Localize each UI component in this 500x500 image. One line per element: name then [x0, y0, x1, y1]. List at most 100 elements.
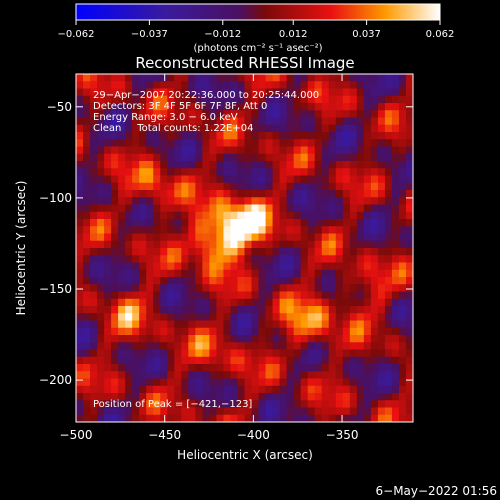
heatmap-cell [139, 385, 147, 394]
heatmap-cell [209, 161, 218, 169]
heatmap-cell [356, 124, 365, 133]
heatmap-cell [328, 168, 337, 177]
heatmap-cell [97, 211, 105, 220]
heatmap-cell [125, 306, 133, 314]
heatmap-cell [314, 327, 323, 336]
heatmap-cell [293, 385, 302, 394]
heatmap-cell [384, 204, 393, 213]
heatmap-cell [272, 327, 281, 336]
heatmap-cell [384, 313, 393, 322]
heatmap-cell [342, 190, 351, 198]
heatmap-cell [314, 197, 323, 206]
heatmap-cell [251, 385, 260, 394]
heatmap-cell [321, 233, 330, 242]
heatmap-cell [335, 327, 344, 336]
heatmap-cell [356, 110, 365, 119]
heatmap-cell [125, 190, 133, 198]
heatmap-cell [223, 255, 232, 264]
heatmap-cell [202, 262, 210, 271]
heatmap-cell [258, 190, 267, 198]
heatmap-cell [363, 385, 372, 394]
heatmap-cell [139, 197, 147, 206]
heatmap-cell [146, 132, 154, 140]
heatmap-cell [223, 103, 232, 111]
heatmap-cell [265, 233, 274, 242]
heatmap-cell [251, 175, 260, 184]
heatmap-cell [314, 349, 323, 358]
heatmap-cell [167, 327, 175, 336]
heatmap-cell [377, 219, 386, 227]
x-tick-label: −400 [237, 428, 270, 442]
heatmap-cell [279, 364, 288, 372]
heatmap-cell [83, 74, 91, 82]
heatmap-cell [349, 298, 358, 307]
heatmap-cell [160, 95, 168, 104]
heatmap-cell [237, 74, 246, 82]
heatmap-cell [230, 139, 239, 148]
heatmap-cell [307, 291, 316, 300]
heatmap-cell [230, 262, 239, 271]
heatmap-cell [139, 132, 147, 140]
heatmap-cell [342, 168, 351, 177]
heatmap-cell [356, 95, 365, 104]
heatmap-cell [202, 269, 210, 278]
heatmap-cell [356, 400, 365, 409]
heatmap-cell [258, 161, 267, 169]
heatmap-cell [265, 88, 274, 97]
heatmap-cell [111, 269, 119, 278]
heatmap-cell [230, 240, 239, 249]
heatmap-cell [349, 407, 358, 416]
heatmap-cell [391, 364, 400, 372]
heatmap-cell [293, 211, 302, 220]
heatmap-cell [195, 291, 203, 300]
heatmap-cell [314, 95, 323, 104]
heatmap-cell [195, 74, 203, 82]
heatmap-cell [272, 204, 281, 213]
heatmap-cell [146, 168, 154, 177]
heatmap-cell [216, 349, 225, 358]
heatmap-cell [251, 378, 260, 387]
heatmap-cell [195, 255, 203, 264]
heatmap-cell [181, 306, 189, 314]
heatmap-cell [377, 277, 386, 285]
heatmap-cell [307, 219, 316, 227]
heatmap-cell [139, 204, 147, 213]
heatmap-cell [314, 255, 323, 264]
heatmap-cell [76, 146, 84, 155]
heatmap-cell [293, 110, 302, 119]
heatmap-cell [265, 168, 274, 177]
heatmap-cell [272, 400, 281, 409]
heatmap-cell [363, 364, 372, 372]
heatmap-cell [202, 153, 210, 162]
heatmap-cell [125, 88, 133, 97]
heatmap-cell [230, 233, 239, 242]
heatmap-cell [286, 132, 295, 140]
heatmap-cell [153, 248, 161, 256]
heatmap-cell [307, 211, 316, 220]
heatmap-cell [195, 153, 203, 162]
heatmap-cell [307, 342, 316, 351]
heatmap-cell [118, 298, 126, 307]
heatmap-cell [370, 284, 379, 293]
heatmap-cell [405, 248, 413, 256]
heatmap-cell [188, 364, 196, 372]
heatmap-cell [188, 161, 196, 169]
heatmap-cell [321, 313, 330, 322]
heatmap-cell [370, 364, 379, 372]
heatmap-cell [104, 298, 112, 307]
heatmap-cell [356, 349, 365, 358]
heatmap-cell [342, 219, 351, 227]
heatmap-cell [146, 240, 154, 249]
heatmap-cell [370, 320, 379, 329]
heatmap-cell [251, 168, 260, 177]
heatmap-cell [342, 233, 351, 242]
heatmap-cell [391, 117, 400, 126]
heatmap-cell [90, 211, 98, 220]
heatmap-cell [307, 349, 316, 358]
heatmap-cell [307, 88, 316, 97]
heatmap-cell [307, 197, 316, 206]
heatmap-cell [97, 327, 105, 336]
heatmap-cell [118, 349, 126, 358]
heatmap-cell [153, 335, 161, 343]
heatmap-cell [356, 320, 365, 329]
